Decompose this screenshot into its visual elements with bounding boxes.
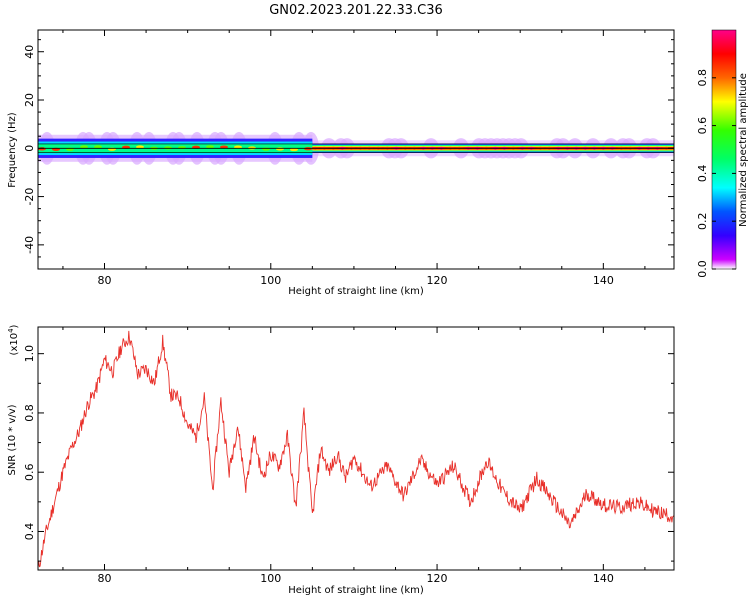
snr-series-line — [38, 330, 674, 568]
spectrogram-cell — [178, 146, 186, 150]
spectrogram-cell — [164, 146, 172, 150]
spectrogram-cell — [80, 145, 88, 149]
spectrogram-x-tick-label: 140 — [593, 274, 614, 287]
spectrogram-cell — [94, 145, 102, 149]
snr-x-axis-label: Height of straight line (km) — [288, 585, 424, 596]
spectrogram-cell — [206, 145, 214, 149]
spectrogram-y-tick-label: -40 — [23, 236, 36, 254]
spectrogram-cell — [136, 145, 144, 149]
snr-x-tick-label: 80 — [98, 572, 112, 585]
colorbar-tick-label: 0.6 — [696, 117, 709, 135]
spectrogram-y-tick-label: 40 — [23, 45, 36, 59]
snr-multiplier-label: (x104) — [7, 324, 20, 355]
colorbar-ticks: 0.0 0.2 0.4 0.6 0.8 — [696, 69, 736, 278]
snr-x-tick-label: 120 — [427, 572, 448, 585]
snr-y-tick-label: 0.4 — [23, 523, 36, 541]
colorbar-tick-label: 0.4 — [696, 165, 709, 183]
spectrogram-y-tick-label: 20 — [23, 93, 36, 107]
spectrogram-y-tick-label: 0 — [23, 145, 36, 152]
spectrogram-plot-frame — [37, 29, 675, 270]
spectrogram-x-axis-label: Height of straight line (km) — [288, 286, 424, 297]
snr-y-axis-label: SNR (10 * v/v) — [7, 404, 18, 475]
spectrogram-cell — [290, 147, 298, 152]
colorbar-tick-label: 0.2 — [696, 212, 709, 230]
spectrogram-cell — [38, 147, 46, 151]
spectrogram-cell — [276, 147, 284, 151]
colorbar-tick-label: 0.0 — [696, 260, 709, 278]
snr-y-tick-label: 0.8 — [23, 404, 36, 422]
spectrogram-cell — [304, 147, 312, 151]
spectrogram-x-tick-label: 80 — [98, 274, 112, 287]
spectrogram-x-tick-label: 120 — [427, 274, 448, 287]
snr-plot-frame — [37, 326, 675, 571]
colorbar-label: Normalized spectral amplitude — [738, 73, 749, 227]
spectrogram-axes: 80 100 120 140 40 20 0 -20 -40 — [23, 30, 674, 287]
colorbar — [711, 29, 737, 270]
snr-y-tick-label: 0.6 — [23, 463, 36, 481]
snr-x-tick-label: 100 — [260, 572, 281, 585]
snr-axes: 80 100 120 140 0.4 0.6 0.8 1.0 — [23, 327, 674, 585]
snr-y-tick-label: 1.0 — [23, 345, 36, 363]
colorbar-tick-label: 0.8 — [696, 69, 709, 87]
spectrogram-band — [38, 131, 674, 165]
spectrogram-y-axis-label: Frequency (Hz) — [7, 112, 18, 188]
snr-x-tick-label: 140 — [593, 572, 614, 585]
spectrogram-y-tick-label: -20 — [23, 188, 36, 206]
chart-title: GN02.2023.201.22.33.C36 — [269, 3, 443, 18]
spectrogram-x-tick-label: 100 — [260, 274, 281, 287]
spectrogram-cell — [220, 145, 228, 149]
